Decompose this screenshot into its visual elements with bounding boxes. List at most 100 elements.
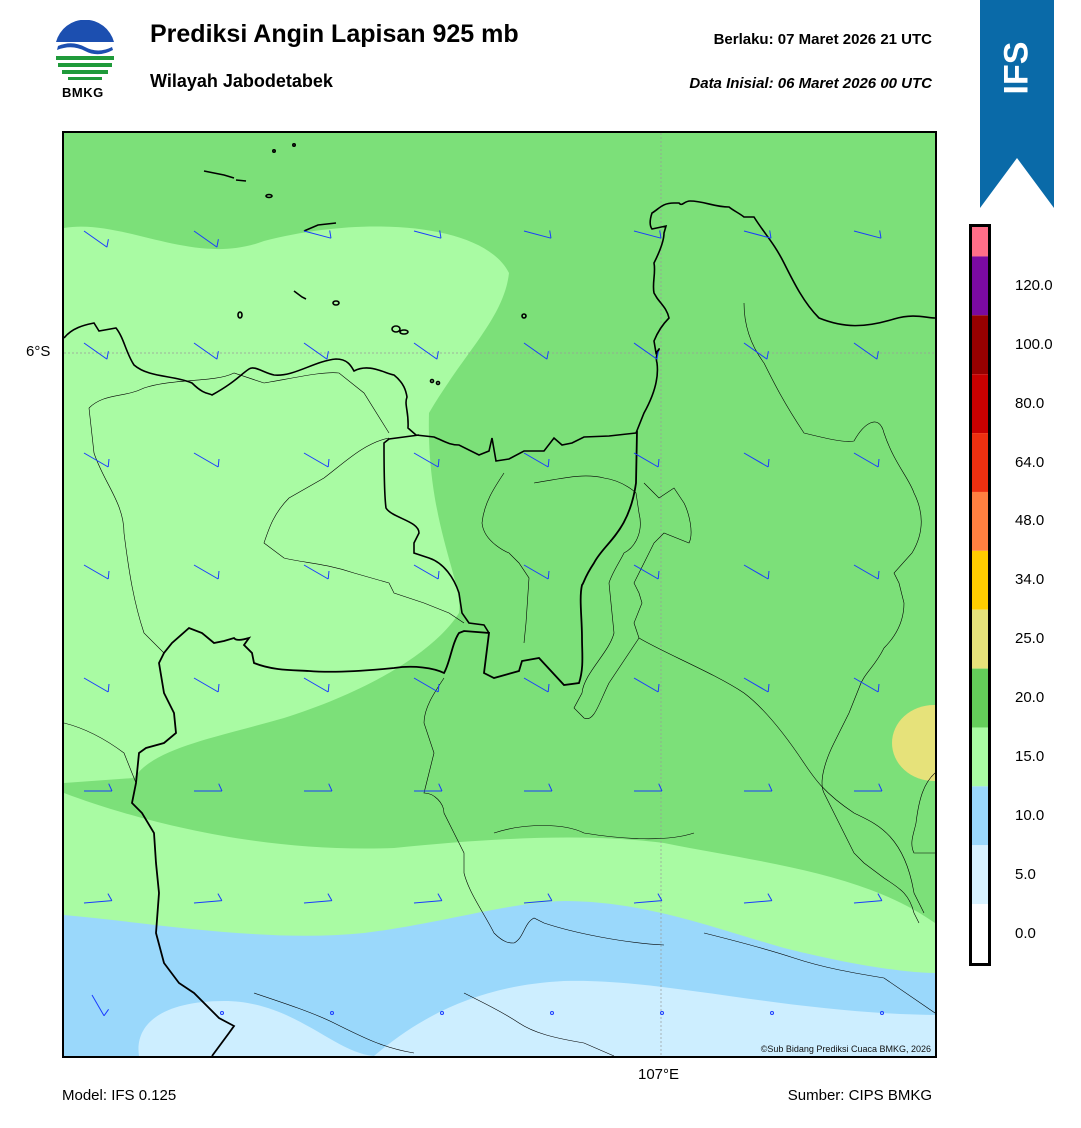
calm-wind-marker — [220, 1011, 224, 1015]
colorbar-segment — [972, 374, 988, 434]
regency-boundary-north — [383, 434, 490, 634]
colorbar-tick-label: 20.0 — [1015, 689, 1045, 707]
wind-barb — [91, 994, 110, 1017]
wind-barb — [853, 677, 880, 693]
wind-band-0-5 — [138, 980, 935, 1056]
colorbar — [969, 224, 991, 966]
wind-barb — [633, 677, 660, 693]
wind-barb — [83, 564, 110, 580]
initial-time: Data Inisial: 06 Maret 2026 00 UTC — [689, 75, 932, 92]
source-info: Sumber: CIPS BMKG — [787, 1087, 932, 1104]
wind-barb — [853, 230, 882, 239]
colorbar-tick-label: 100.0 — [1015, 335, 1053, 353]
wind-barb — [743, 893, 773, 904]
colorbar-segment — [972, 668, 988, 728]
wind-barb — [633, 342, 659, 360]
colorbar-tick-label: 34.0 — [1015, 571, 1045, 589]
regency-boundaries — [64, 302, 935, 1056]
calm-wind-marker — [770, 1011, 774, 1015]
calm-markers — [220, 1011, 884, 1015]
colorbar-tick-label: 64.0 — [1015, 453, 1045, 471]
wind-barbs — [83, 230, 883, 1017]
wind-barb — [83, 342, 109, 360]
calm-wind-marker — [660, 1011, 664, 1015]
wind-barb — [303, 893, 333, 904]
colorbar-segment — [972, 786, 988, 846]
colorbar-segment — [972, 256, 988, 316]
wind-barb — [523, 342, 549, 360]
wind-barb — [743, 342, 769, 360]
wind-barb — [853, 452, 880, 468]
wind-barb — [193, 342, 219, 360]
wind-barb — [524, 783, 553, 792]
wind-barb — [413, 342, 439, 360]
wind-barb — [83, 893, 113, 904]
wind-barb — [743, 452, 770, 468]
colorbar-tick-label: 120.0 — [1015, 276, 1053, 294]
calm-wind-marker — [880, 1011, 884, 1015]
colorbar-segment — [972, 845, 988, 905]
wind-barb — [523, 452, 550, 468]
wind-barb — [414, 783, 443, 792]
wind-barb — [523, 230, 552, 239]
wind-barb — [523, 893, 553, 904]
wind-barb — [523, 564, 550, 580]
wind-barb — [304, 783, 333, 792]
wind-barb — [633, 230, 662, 239]
colorbar-segment — [972, 433, 988, 492]
colorbar-tick-label: 5.0 — [1015, 865, 1036, 883]
wind-barb — [303, 564, 330, 580]
calm-wind-marker — [330, 1011, 334, 1015]
wind-barb — [743, 564, 770, 580]
colorbar-segment — [972, 491, 988, 551]
colorbar-tick-label: 15.0 — [1015, 747, 1045, 765]
colorbar-segment — [972, 727, 988, 787]
wind-barb — [853, 893, 883, 904]
colorbar-tick-label: 48.0 — [1015, 512, 1045, 530]
wind-barb — [744, 783, 773, 792]
copyright-text: ©Sub Bidang Prediksi Cuaca BMKG, 2026 — [760, 1044, 931, 1054]
bmkg-logo-icon — [55, 19, 115, 81]
colorbar-segment — [972, 904, 988, 963]
wind-barb — [83, 452, 110, 468]
colorbar-tick-label: 25.0 — [1015, 630, 1045, 648]
wind-barb — [193, 893, 223, 904]
latitude-label: 6°S — [26, 343, 51, 360]
colorbar-tick-label: 10.0 — [1015, 806, 1045, 824]
ribbon-label: IFS — [997, 41, 1036, 95]
coastline — [64, 200, 935, 462]
logo-text: BMKG — [62, 85, 104, 100]
wind-band-10-15-west — [64, 226, 509, 784]
wind-barb — [193, 564, 220, 580]
wind-barb — [303, 452, 330, 468]
bmkg-logo — [52, 19, 118, 86]
wind-barb — [413, 564, 440, 580]
islands — [203, 143, 527, 386]
page-title: Prediksi Angin Lapisan 925 mb — [150, 20, 519, 48]
wind-barb — [413, 230, 442, 239]
wind-barb — [193, 230, 219, 248]
wind-barb — [743, 677, 770, 693]
map-svg — [64, 133, 935, 1056]
colorbar-segment — [972, 227, 988, 257]
wind-barb — [303, 677, 330, 693]
wind-barb — [303, 342, 329, 360]
colorbar-svg — [969, 224, 991, 966]
wind-barb — [854, 783, 883, 792]
wind-band-20-25 — [892, 705, 935, 781]
wind-barb — [853, 342, 879, 360]
colorbar-segment — [972, 315, 988, 375]
wind-barb — [853, 564, 880, 580]
wind-barb — [193, 677, 220, 693]
model-ribbon: IFS — [980, 0, 1054, 208]
colorbar-tick-label: 80.0 — [1015, 394, 1045, 412]
wind-barb — [634, 783, 663, 792]
wind-barb — [523, 677, 550, 693]
wind-barb — [413, 677, 440, 693]
calm-wind-marker — [440, 1011, 444, 1015]
wind-barb — [83, 230, 109, 248]
colorbar-segment — [972, 609, 988, 669]
province-boundary — [131, 430, 638, 1056]
wind-barb — [743, 230, 772, 239]
wind-barb — [633, 564, 660, 580]
